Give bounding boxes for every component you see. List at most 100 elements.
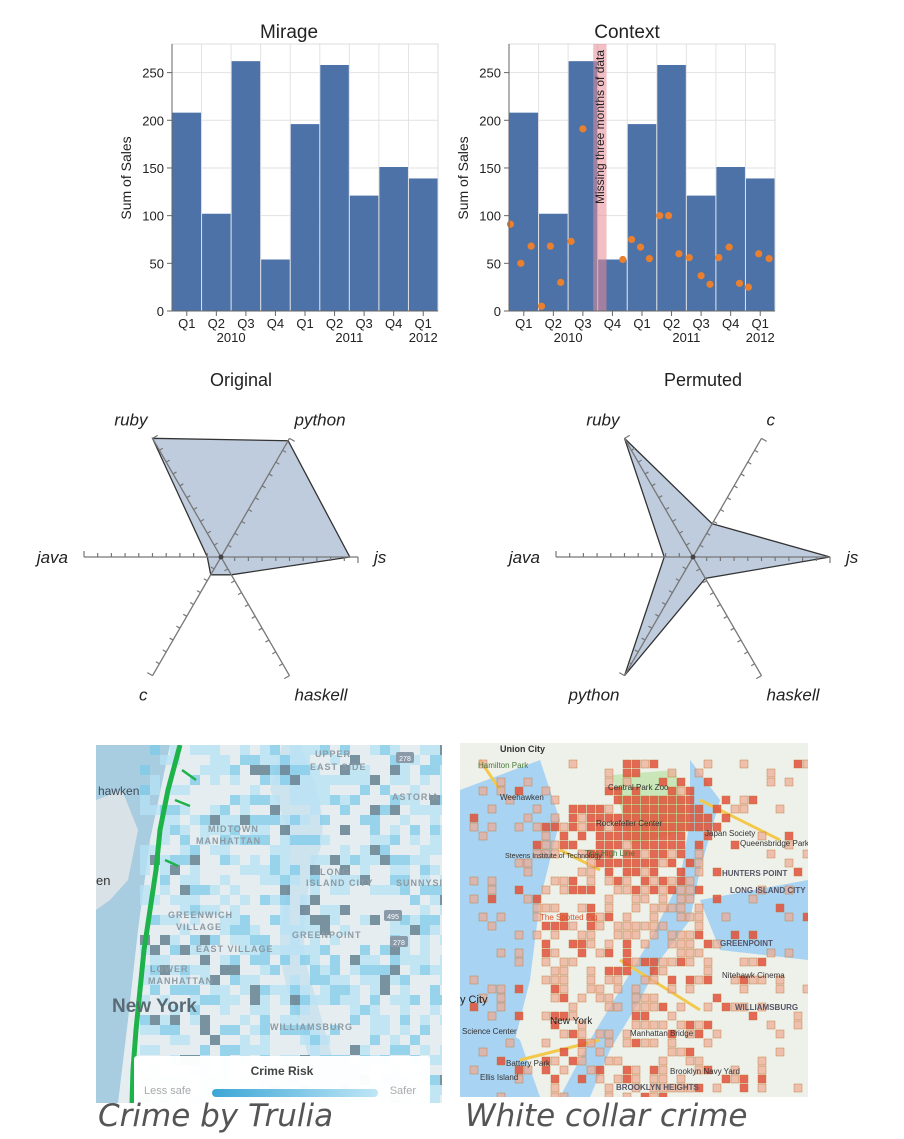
bar-marks: Missing three months of data 0 50 100 150 200… xyxy=(479,43,776,345)
radar-tick xyxy=(668,590,673,594)
heat-cell xyxy=(420,775,430,785)
heat-cell xyxy=(676,1074,686,1084)
heat-cell xyxy=(640,813,650,823)
heat-cell xyxy=(270,865,280,875)
y-tick-label: 0 xyxy=(157,304,164,319)
heat-cell xyxy=(550,849,560,859)
heat-cell xyxy=(604,939,614,949)
heat-cell xyxy=(775,804,785,814)
heat-cell xyxy=(230,775,240,785)
heat-cell xyxy=(622,885,632,895)
heat-cell xyxy=(330,935,340,945)
heat-cell xyxy=(370,975,380,985)
heat-cell xyxy=(550,1020,560,1030)
heat-cell xyxy=(622,876,632,886)
heat-cell xyxy=(280,885,290,895)
heat-cell xyxy=(280,875,290,885)
heat-cell xyxy=(340,775,350,785)
radar-tick xyxy=(248,509,253,513)
radar-tick xyxy=(254,497,260,501)
heat-cell xyxy=(622,831,632,841)
heat-cell xyxy=(240,945,250,955)
heat-cell xyxy=(190,1015,200,1025)
heat-cell xyxy=(685,822,695,832)
svg-text:EAST SIDE: EAST SIDE xyxy=(310,762,367,772)
heat-cell xyxy=(631,840,641,850)
radar-chart-original: Original python js haskell c java ruby xyxy=(35,370,387,705)
radar-tick xyxy=(152,434,158,439)
heat-cell xyxy=(200,935,210,945)
svg-text:GREENPOINT: GREENPOINT xyxy=(720,939,773,948)
heat-cell xyxy=(622,921,632,931)
heat-cell xyxy=(622,813,632,823)
heat-cell xyxy=(604,786,614,796)
radar-tick xyxy=(282,449,287,453)
heat-cell xyxy=(667,876,677,886)
heat-cell xyxy=(631,1038,641,1048)
heat-cell xyxy=(440,1055,442,1065)
heat-cell xyxy=(430,995,440,1005)
heat-cell xyxy=(550,1011,560,1021)
x-tick-label: Q2 xyxy=(663,316,680,331)
heat-cell xyxy=(730,804,740,814)
bar xyxy=(408,178,438,311)
heat-cell xyxy=(370,885,380,895)
heat-cell xyxy=(210,975,220,985)
heat-cell xyxy=(703,939,713,949)
heat-cell xyxy=(757,957,767,967)
radar-tick xyxy=(682,566,687,570)
heat-cell xyxy=(270,815,280,825)
svg-text:UPPER: UPPER xyxy=(315,749,351,759)
heat-cell xyxy=(586,1038,596,1048)
heat-cell xyxy=(190,815,200,825)
radar-tick xyxy=(241,520,246,524)
heat-cell xyxy=(260,815,270,825)
heat-cell xyxy=(240,935,250,945)
data-point xyxy=(755,250,763,258)
heat-cell xyxy=(430,885,440,895)
heat-cell xyxy=(667,831,677,841)
heat-cell xyxy=(550,921,560,931)
heat-cell xyxy=(649,804,659,814)
heat-cell xyxy=(350,755,360,765)
heat-cell xyxy=(649,957,659,967)
heat-cell xyxy=(658,1083,668,1093)
heat-cell xyxy=(748,975,758,985)
heat-cell xyxy=(541,822,551,832)
heat-cell xyxy=(640,1011,650,1021)
heat-cell xyxy=(622,759,632,769)
data-point xyxy=(656,212,664,220)
heat-cell xyxy=(568,759,578,769)
heat-cell xyxy=(180,965,190,975)
heat-cell xyxy=(469,1002,479,1012)
heat-cell xyxy=(649,1065,659,1075)
heat-cell xyxy=(631,858,641,868)
heat-cell xyxy=(310,795,320,805)
heat-cell xyxy=(430,815,440,825)
heat-cell xyxy=(380,945,390,955)
heat-cell xyxy=(595,1047,605,1057)
heat-cell xyxy=(694,975,704,985)
heat-cell xyxy=(220,1025,230,1035)
heat-cell xyxy=(260,875,270,885)
heat-cell xyxy=(160,1025,170,1035)
heat-cell xyxy=(532,822,542,832)
heat-cell xyxy=(140,1015,150,1025)
heat-cell xyxy=(260,985,270,995)
radar-tick xyxy=(169,637,174,641)
heat-cell xyxy=(649,912,659,922)
heat-cell xyxy=(487,885,497,895)
radar-tick xyxy=(733,485,738,489)
heat-cell xyxy=(340,795,350,805)
x-tick-label: Q4 xyxy=(604,316,621,331)
heat-cell xyxy=(300,915,310,925)
heat-cell xyxy=(640,867,650,877)
heat-cell xyxy=(210,885,220,895)
heat-cell xyxy=(559,822,569,832)
heat-cell xyxy=(150,965,160,975)
heat-cell xyxy=(430,895,440,905)
heat-cell xyxy=(631,1002,641,1012)
heat-cell xyxy=(220,965,230,975)
heat-cell xyxy=(487,822,497,832)
x-tick-label: Q1 xyxy=(296,316,313,331)
